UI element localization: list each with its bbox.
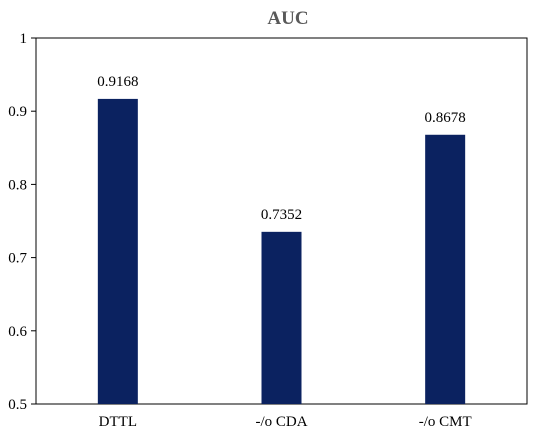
y-tick-label: 0.6	[8, 324, 27, 340]
x-axis: DTTL -/o CDA -/o CMT	[99, 414, 472, 430]
bar	[261, 231, 302, 404]
bar	[97, 98, 138, 404]
y-tick-label: 0.7	[8, 251, 27, 267]
y-tick-label: 0.5	[8, 397, 27, 413]
data-label: 0.7352	[261, 207, 302, 223]
data-label: 0.9168	[97, 74, 138, 90]
data-label: 0.8678	[425, 110, 466, 126]
y-tick-label: 0.9	[8, 104, 27, 120]
x-tick-label: DTTL	[99, 414, 137, 430]
y-tick-label: 1	[20, 31, 28, 47]
bars-group: 0.9168 0.7352 0.8678	[97, 74, 466, 405]
x-tick-label: -/o CMT	[419, 414, 472, 430]
x-tick-label: -/o CDA	[255, 414, 307, 430]
bar	[425, 134, 466, 405]
chart-title: AUC	[267, 8, 308, 29]
y-tick-label: 0.8	[8, 177, 27, 193]
y-axis: 0.5 0.6 0.7 0.8 0.9 1	[8, 31, 36, 413]
